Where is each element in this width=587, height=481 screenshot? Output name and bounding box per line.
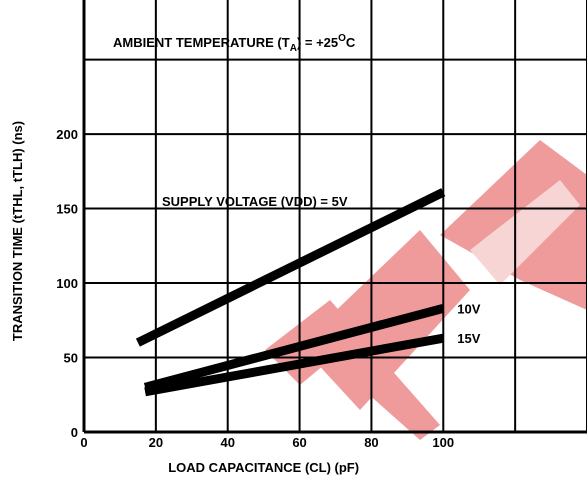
y-tick-label: 150 <box>56 202 78 217</box>
x-tick-label: 60 <box>292 435 306 450</box>
y-tick-label: 0 <box>71 425 78 440</box>
series-lines: 10V 15V <box>135 188 481 397</box>
x-tick-label: 20 <box>149 435 163 450</box>
watermark-highlight <box>470 180 580 285</box>
series-label-10V: 10V <box>457 301 480 316</box>
series-line-15V <box>144 333 445 397</box>
x-tick-label: 40 <box>220 435 234 450</box>
temperature-annotation: AMBIENT TEMPERATURE (TA) = +25OC <box>113 33 356 54</box>
y-tick-label: 200 <box>56 127 78 142</box>
series-line-10V <box>143 304 445 392</box>
x-tick-label: 80 <box>364 435 378 450</box>
axis-labels: LOAD CAPACITANCE (CL) (pF) TRANSITION TI… <box>10 121 359 475</box>
watermark-logo <box>265 140 587 440</box>
tick-labels: 0 20 40 60 80 100 0 50 100 150 200 <box>56 127 454 450</box>
x-tick-label: 0 <box>80 435 87 450</box>
x-tick-label: 100 <box>432 435 454 450</box>
y-axis-label: TRANSITION TIME (tTHL, tTLH) (ns) <box>10 121 25 341</box>
series-label-15V: 15V <box>457 331 480 346</box>
annotations: AMBIENT TEMPERATURE (TA) = +25OC SUPPLY … <box>113 33 356 209</box>
y-tick-label: 100 <box>56 276 78 291</box>
y-tick-label: 50 <box>64 351 78 366</box>
supply-voltage-annotation: SUPPLY VOLTAGE (VDD) = 5V <box>162 194 348 209</box>
series-line-5V <box>135 188 446 347</box>
x-axis-label: LOAD CAPACITANCE (CL) (pF) <box>168 460 359 475</box>
